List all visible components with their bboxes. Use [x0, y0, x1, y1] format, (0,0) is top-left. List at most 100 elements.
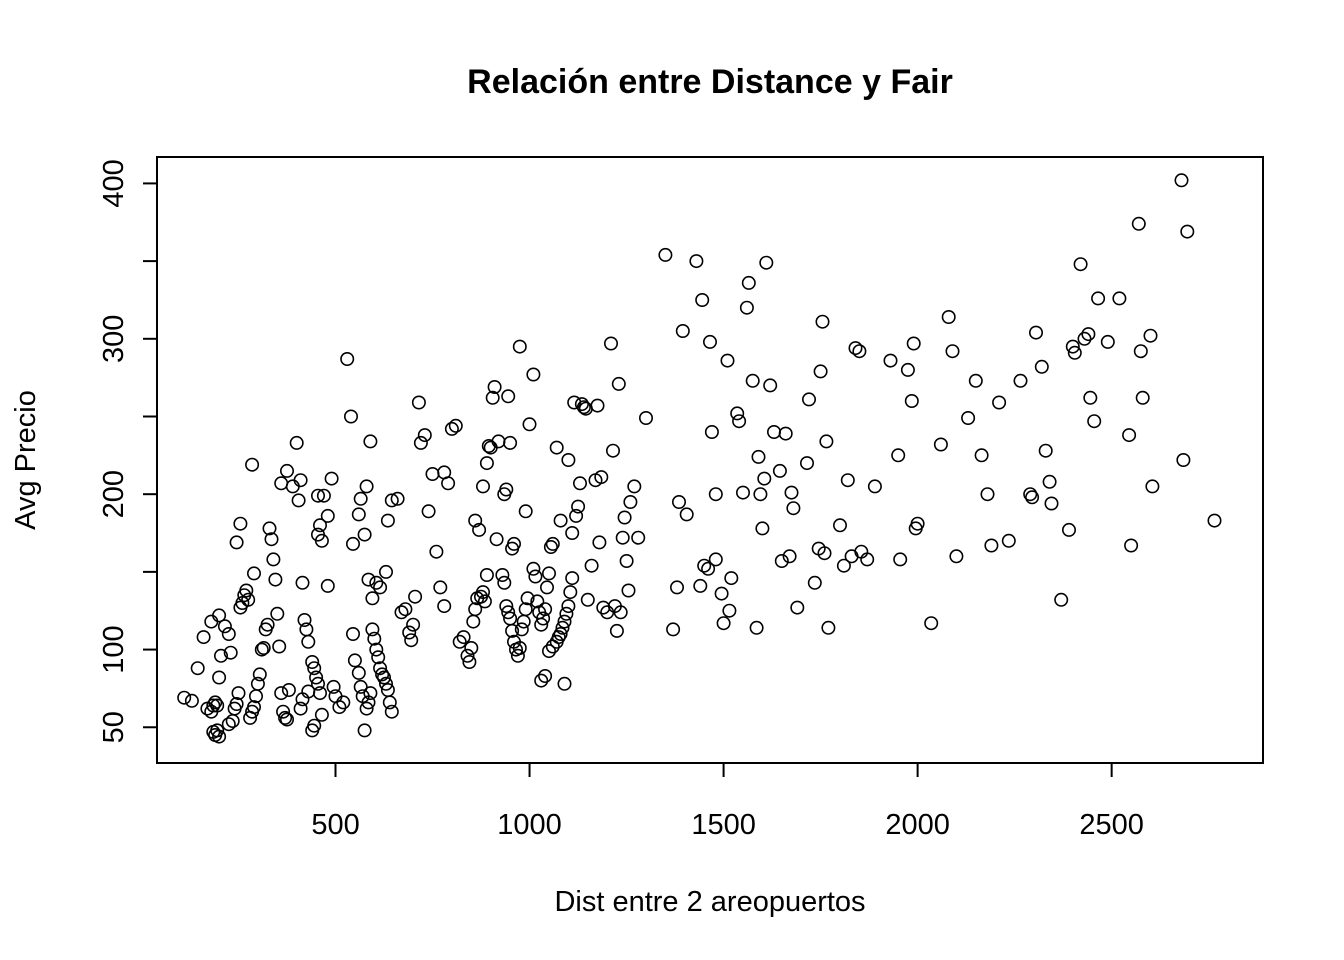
- data-point: [893, 552, 908, 567]
- data-point: [534, 617, 549, 632]
- data-point: [353, 491, 368, 506]
- data-point: [732, 414, 747, 429]
- data-point: [456, 630, 471, 645]
- data-point: [832, 518, 847, 533]
- data-point: [539, 580, 554, 595]
- x-tick-label: 500: [311, 809, 359, 841]
- data-point: [464, 640, 479, 655]
- data-point: [278, 710, 293, 725]
- data-point: [580, 592, 595, 607]
- data-point: [448, 418, 463, 433]
- data-point: [701, 561, 716, 576]
- data-point: [1112, 291, 1127, 306]
- data-point: [262, 521, 277, 536]
- data-point: [413, 435, 428, 450]
- data-point: [196, 630, 211, 645]
- data-point: [402, 625, 417, 640]
- data-point: [541, 644, 556, 659]
- data-point: [343, 409, 358, 424]
- data-point: [984, 538, 999, 553]
- data-point: [340, 351, 355, 366]
- data-point: [891, 448, 906, 463]
- data-point: [357, 723, 372, 738]
- data-point: [479, 456, 494, 471]
- data-point: [276, 704, 291, 719]
- plot-frame: [156, 156, 1264, 764]
- data-point: [272, 639, 287, 654]
- data-point: [297, 612, 312, 627]
- data-point: [285, 479, 300, 494]
- data-point: [361, 695, 376, 710]
- data-point: [1081, 327, 1096, 342]
- data-point: [254, 642, 269, 657]
- data-point: [316, 488, 331, 503]
- data-point: [807, 575, 822, 590]
- data-point: [941, 309, 956, 324]
- data-point: [307, 661, 322, 676]
- data-point: [184, 693, 199, 708]
- data-point: [475, 585, 490, 600]
- data-point: [1065, 339, 1080, 354]
- data-point: [314, 533, 329, 548]
- data-point: [638, 410, 653, 425]
- data-point: [1044, 496, 1059, 511]
- data-point: [295, 575, 310, 590]
- data-point: [766, 424, 781, 439]
- data-point: [475, 479, 490, 494]
- data-point: [536, 611, 551, 626]
- data-point: [441, 476, 456, 491]
- data-point: [487, 379, 502, 394]
- data-point: [518, 602, 533, 617]
- data-point: [312, 518, 327, 533]
- y-axis: 50 100 200 300 400: [98, 159, 158, 743]
- data-point: [617, 510, 632, 525]
- data-point: [503, 435, 518, 450]
- data-point: [819, 434, 834, 449]
- data-point: [611, 376, 626, 391]
- data-point: [1038, 443, 1053, 458]
- data-point: [406, 617, 421, 632]
- data-point: [784, 485, 799, 500]
- data-point: [468, 602, 483, 617]
- data-point: [689, 254, 704, 269]
- data-point: [460, 648, 475, 663]
- data-point: [538, 668, 553, 683]
- data-point: [376, 670, 391, 685]
- data-point: [609, 623, 624, 638]
- data-point: [225, 713, 240, 728]
- data-point: [534, 673, 549, 688]
- data-point: [217, 619, 232, 634]
- data-point: [1087, 414, 1102, 429]
- data-point: [408, 589, 423, 604]
- data-point: [233, 516, 248, 531]
- data-point: [799, 456, 814, 471]
- data-point: [301, 634, 316, 649]
- data-point: [365, 591, 380, 606]
- data-point: [274, 686, 289, 701]
- data-point: [852, 344, 867, 359]
- data-point: [371, 650, 386, 665]
- data-point: [279, 712, 294, 727]
- data-point: [497, 575, 512, 590]
- data-point: [821, 620, 836, 635]
- data-point: [291, 493, 306, 508]
- data-point: [390, 491, 405, 506]
- data-point: [1023, 487, 1038, 502]
- data-point: [1143, 328, 1158, 343]
- data-point: [563, 585, 578, 600]
- data-point: [250, 676, 265, 691]
- data-point: [382, 695, 397, 710]
- data-point: [840, 473, 855, 488]
- data-point: [1145, 479, 1160, 494]
- data-point: [749, 620, 764, 635]
- data-point: [378, 676, 393, 691]
- data-point: [1133, 344, 1148, 359]
- data-point: [679, 507, 694, 522]
- data-point: [675, 323, 690, 338]
- data-point: [553, 626, 568, 641]
- data-point: [623, 494, 638, 509]
- data-point: [274, 476, 289, 491]
- data-point: [714, 586, 729, 601]
- data-point: [375, 667, 390, 682]
- data-point: [380, 513, 395, 528]
